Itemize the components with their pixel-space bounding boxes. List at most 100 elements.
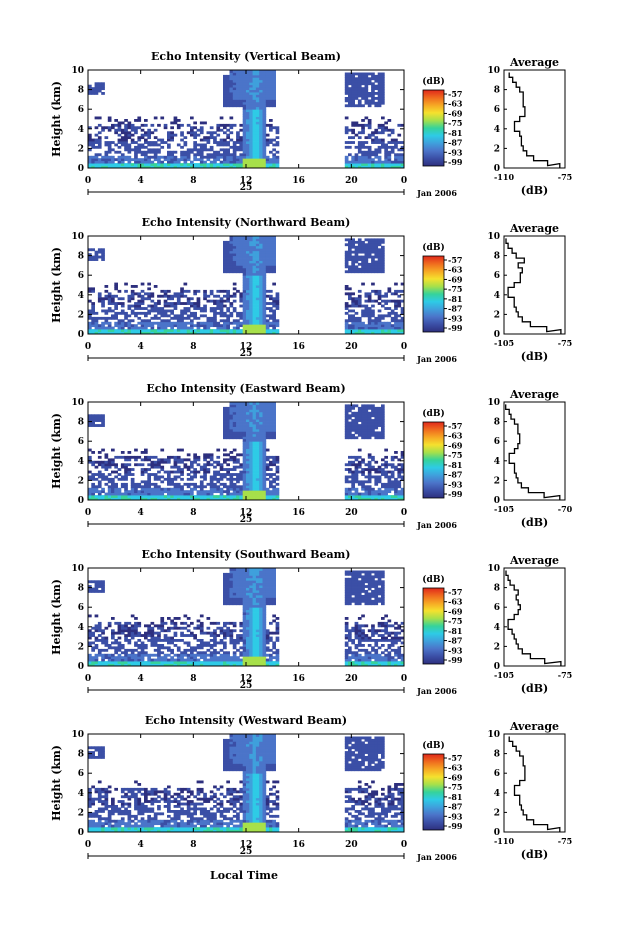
heatmap-cell	[186, 492, 191, 496]
heatmap-cell	[377, 477, 382, 481]
heatmap-cell	[226, 294, 230, 298]
heatmap-cell	[259, 163, 263, 166]
heatmap-cell	[160, 661, 165, 664]
heatmap-cell	[394, 289, 398, 293]
heatmap-cell	[226, 307, 230, 310]
heatmap-cell	[147, 497, 151, 501]
heatmap-cell	[167, 153, 171, 157]
heatmap-cell	[252, 99, 257, 103]
heatmap-cell	[150, 636, 155, 640]
heatmap-cell	[223, 319, 227, 323]
heatmap-cell	[140, 480, 145, 484]
heatmap-cell	[381, 482, 385, 486]
heatmap-cell	[246, 304, 250, 308]
heatmap-cell	[239, 243, 244, 247]
heatmap-cell	[265, 409, 270, 413]
heatmap-cell	[229, 424, 234, 427]
heatmap-cell	[344, 258, 349, 261]
heatmap-cell	[167, 143, 171, 147]
heatmap-cell	[249, 275, 253, 279]
heatmap-cell	[97, 663, 102, 667]
heatmap-cell	[374, 265, 379, 269]
heatmap-cell	[265, 82, 270, 86]
heatmap-cell	[397, 468, 402, 471]
heatmap-cell	[272, 409, 276, 413]
heatmap-cell	[124, 658, 128, 662]
heatmap-cell	[223, 602, 227, 606]
heatmap-cell	[91, 145, 95, 149]
heatmap-cell	[226, 329, 230, 332]
heatmap-cell	[117, 329, 122, 332]
heatmap-cell	[367, 253, 372, 257]
heatmap-cell	[259, 307, 263, 310]
heatmap-cell	[242, 411, 247, 415]
heatmap-cell	[246, 406, 250, 410]
heatmap-cell	[114, 128, 118, 132]
heatmap-cell	[124, 624, 128, 628]
colorbar-tick-label: -99	[448, 157, 463, 167]
heatmap-cell	[357, 123, 362, 127]
heatmap-cell	[377, 99, 382, 103]
heatmap-cell	[269, 482, 273, 486]
heatmap-cell	[153, 658, 158, 662]
heatmap-cell	[364, 123, 369, 127]
heatmap-cell	[374, 497, 379, 501]
heatmap-cell	[249, 160, 253, 164]
heatmap-cell	[190, 163, 194, 166]
heatmap-cell	[269, 270, 273, 274]
heatmap-cell	[170, 309, 174, 313]
heatmap-cell	[246, 446, 250, 449]
heatmap-cell	[259, 97, 263, 100]
heatmap-cell	[101, 419, 105, 422]
heatmap-cell	[377, 97, 382, 100]
heatmap-cell	[262, 143, 267, 147]
y-tick-label: 4	[78, 457, 84, 467]
heatmap-cell	[239, 470, 244, 474]
heatmap-cell	[160, 163, 165, 166]
heatmap-cell	[384, 292, 388, 296]
heatmap-cell	[127, 653, 132, 657]
heatmap-cell	[265, 321, 270, 325]
heatmap-cell	[364, 87, 369, 91]
heatmap-cell	[242, 99, 247, 103]
heatmap-cell	[226, 153, 230, 157]
heatmap-cell	[104, 468, 109, 471]
heatmap-cell	[344, 477, 349, 481]
heatmap-cell	[226, 262, 230, 266]
heatmap-cell	[124, 331, 128, 335]
heatmap-cell	[249, 319, 253, 323]
heatmap-cell	[196, 329, 201, 332]
heatmap-cell	[269, 463, 273, 467]
heatmap-cell	[219, 123, 224, 127]
heatmap-cell	[114, 131, 118, 135]
heatmap-cell	[193, 658, 197, 662]
heatmap-cell	[371, 92, 375, 95]
heatmap-cell	[236, 70, 240, 73]
heatmap-cell	[114, 497, 118, 501]
heatmap-cell	[163, 299, 168, 303]
heatmap-cell	[381, 316, 385, 320]
heatmap-cell	[167, 150, 171, 154]
heatmap-cell	[242, 285, 247, 288]
heatmap-cell	[381, 485, 385, 489]
heatmap-cell	[397, 321, 402, 325]
heatmap-cell	[150, 626, 155, 630]
heatmap-cell	[163, 331, 168, 335]
heatmap-cell	[97, 116, 102, 120]
heatmap-cell	[193, 302, 197, 305]
heatmap-cell	[255, 421, 260, 425]
heatmap-cell	[186, 490, 191, 494]
heatmap-cell	[348, 404, 352, 408]
heatmap-cell	[259, 426, 263, 430]
heatmap-cell	[97, 160, 102, 164]
heatmap-cell	[249, 465, 253, 469]
heatmap-cell	[246, 153, 250, 157]
heatmap-cell	[374, 324, 379, 328]
heatmap-cell	[153, 155, 158, 159]
heatmap-cell	[272, 126, 276, 130]
heatmap-cell	[120, 329, 125, 332]
heatmap-cell	[173, 116, 178, 120]
heatmap-cell	[252, 331, 257, 335]
heatmap-cell	[236, 236, 240, 239]
heatmap-cell	[242, 463, 247, 467]
